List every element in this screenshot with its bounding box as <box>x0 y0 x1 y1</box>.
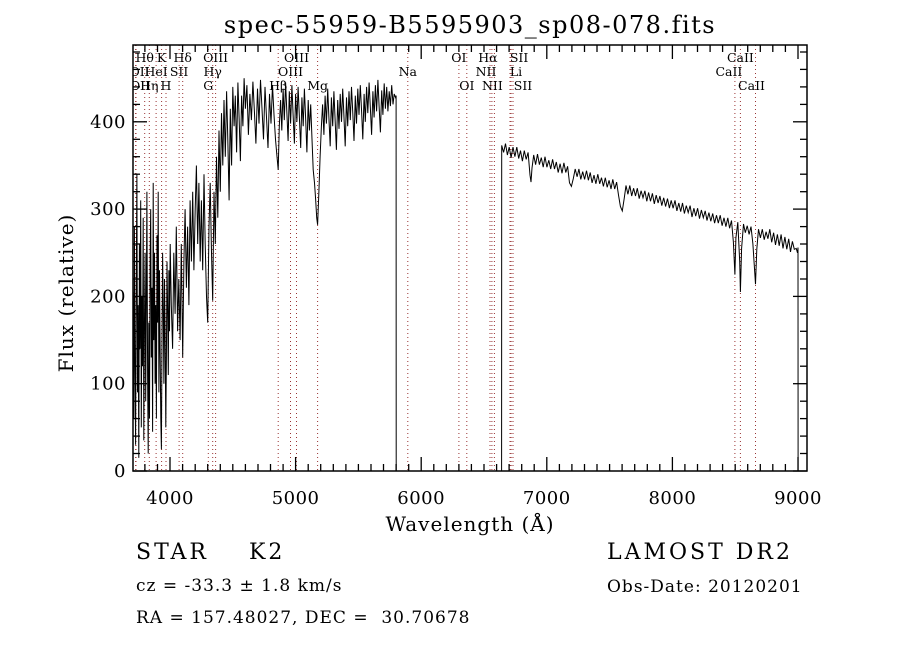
spectral-line-markers <box>135 45 756 471</box>
x-tick-label: 6000 <box>397 488 445 509</box>
spectral-line-label: Hα <box>478 50 498 65</box>
x-tick-label: 7000 <box>523 488 571 509</box>
x-tick-label: 9000 <box>774 488 822 509</box>
y-tick-label: 100 <box>90 374 126 395</box>
spectral-line-label: Hη <box>140 78 158 93</box>
spectral-line-label: OII <box>130 78 150 93</box>
survey-label: LAMOST DR2 <box>607 540 793 565</box>
spectral-line-label: CaII <box>738 78 765 93</box>
spectral-line-label: OIII <box>284 50 309 65</box>
y-tick-label: 200 <box>90 286 126 307</box>
x-axis-label: Wavelength (Å) <box>385 511 554 536</box>
y-axis-label: Flux (relative) <box>54 214 78 373</box>
spectral-line-label: SII <box>170 64 189 79</box>
y-tick-label: 300 <box>90 199 126 220</box>
spectral-line-label: SII <box>510 50 529 65</box>
spectral-line-label: OI <box>459 78 474 93</box>
y-tick-label: 400 <box>90 112 126 133</box>
obs-date: Obs-Date: 20120201 <box>607 577 803 597</box>
spectral-line-label: H <box>161 78 172 93</box>
axis-ticks <box>133 45 807 472</box>
spectral-line-label: OIII <box>278 64 303 79</box>
x-tick-labels: 4000 5000 6000 7000 8000 9000 <box>146 488 822 509</box>
spectral-line-label: Hγ <box>204 64 222 79</box>
x-tick-label: 5000 <box>272 488 320 509</box>
x-tick-label: 8000 <box>648 488 696 509</box>
spectral-line-label: CaII <box>715 64 742 79</box>
spectral-line-label: NII <box>482 78 503 93</box>
spectral-line-label: CaII <box>727 50 754 65</box>
y-tick-labels: 0 100 200 300 400 <box>90 112 126 482</box>
spectral-line-label: Hθ <box>135 50 153 65</box>
spectral-line-label: OI <box>451 50 466 65</box>
spectral-line-label: G <box>203 78 213 93</box>
spectral-line-label: Li <box>510 64 522 79</box>
spectral-line-label: Hδ <box>173 50 191 65</box>
spectral-line-label: HeI <box>144 64 167 79</box>
ra-dec: RA = 157.48027, DEC = 30.70678 <box>136 608 471 628</box>
spectral-line-labels: OIIOIIHθHηHeIKHSIIHδGHγOIIIHβOIIIOIIIMgN… <box>130 50 765 93</box>
spectral-line-label: Na <box>399 64 418 79</box>
cz-value: cz = -33.3 ± 1.8 km/s <box>136 576 343 596</box>
plot-generated-layer: 4000 5000 6000 7000 8000 9000 0 100 200 300 400 OII… <box>90 44 822 509</box>
object-class-label: STAR K2 <box>136 540 286 565</box>
spectral-line-label: Hβ <box>269 78 287 93</box>
plot-frame <box>132 44 808 472</box>
spectral-line-label: SII <box>514 78 533 93</box>
y-tick-label: 0 <box>114 461 126 482</box>
spectrum-line <box>133 78 799 471</box>
spectral-line-label: Mg <box>307 78 328 93</box>
plot-title: spec-55959-B5595903_sp08-078.fits <box>224 11 716 39</box>
spectral-line-label: OIII <box>203 50 228 65</box>
spectral-line-label: K <box>157 50 167 65</box>
spectral-line-label: OII <box>130 64 150 79</box>
x-tick-label: 4000 <box>146 488 194 509</box>
spectral-line-label: NII <box>476 64 497 79</box>
